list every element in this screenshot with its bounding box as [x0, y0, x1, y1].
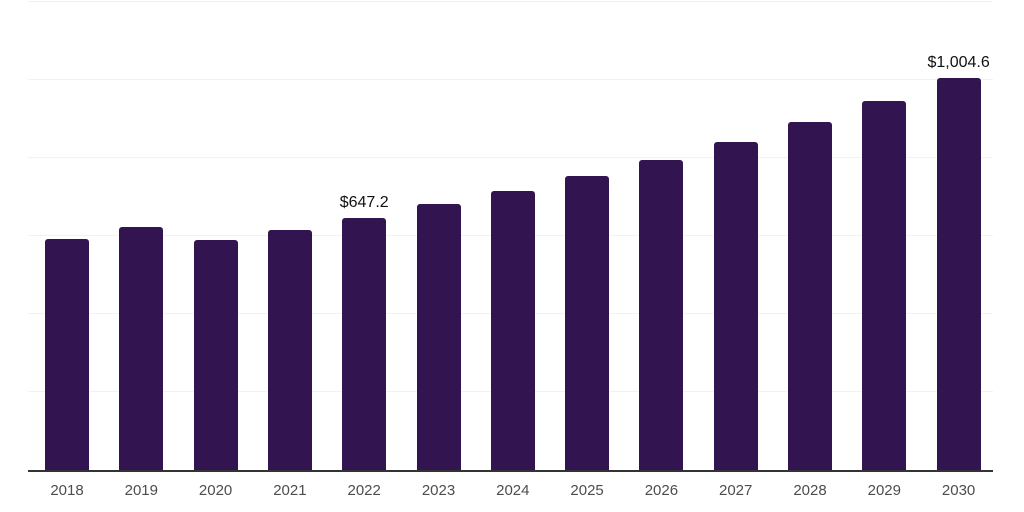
bar [416, 204, 461, 470]
bar [862, 100, 907, 470]
bar [193, 239, 238, 470]
plot-area: $647.2 $1,004.6 [28, 1, 993, 472]
bar-value-label: $1,004.6 [927, 54, 990, 72]
bar [639, 159, 684, 470]
x-tick-label: 2028 [793, 482, 827, 499]
bar [342, 217, 387, 470]
bar-value-label: $647.2 [339, 193, 389, 211]
x-axis: 2018 2019 2020 2021 2022 2023 2024 2025 2026 2027… [28, 482, 993, 504]
bar [45, 238, 89, 470]
x-tick-label: 2024 [496, 482, 530, 499]
x-tick-label: 2023 [421, 482, 456, 499]
gridline [28, 79, 993, 80]
bar [788, 121, 832, 470]
x-tick-label: 2027 [719, 482, 753, 499]
x-tick-label: 2018 [50, 482, 84, 499]
gridline [28, 1, 993, 2]
x-tick-label: 2030 [941, 482, 976, 499]
x-tick-label: 2029 [867, 482, 901, 499]
bar [267, 230, 312, 470]
x-tick-label: 2019 [124, 482, 158, 499]
x-tick-label: 2020 [198, 482, 233, 499]
bar [936, 78, 981, 470]
x-tick-label: 2025 [570, 482, 604, 499]
gridline [28, 157, 993, 158]
bar [565, 176, 610, 470]
bar [713, 141, 758, 470]
x-tick-label: 2021 [273, 482, 307, 499]
bar [119, 227, 164, 470]
bar [490, 190, 535, 470]
x-tick-label: 2026 [644, 482, 679, 499]
x-tick-label: 2022 [347, 482, 381, 499]
